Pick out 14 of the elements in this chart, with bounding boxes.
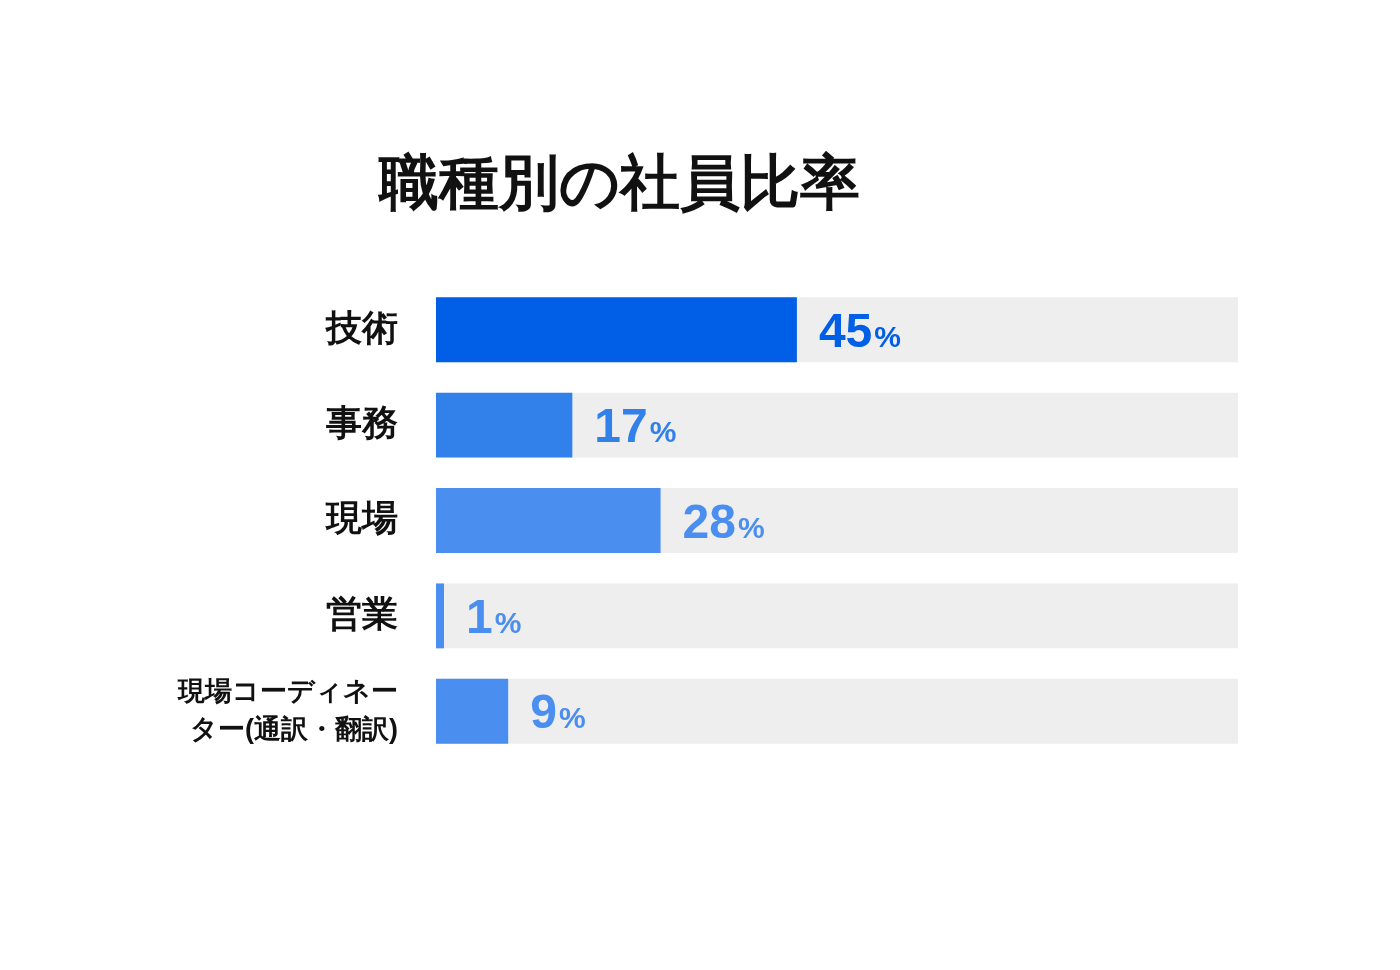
bar <box>436 583 445 649</box>
y-tick-label: 現場 <box>325 497 398 539</box>
y-tick-label: 技術 <box>324 306 398 348</box>
bar <box>436 678 509 744</box>
y-tick-label: 事務 <box>325 402 398 444</box>
data-label: 9% <box>530 685 586 739</box>
y-tick-label: 営業 <box>326 592 398 634</box>
bar <box>436 392 573 458</box>
data-label: 45% <box>818 303 901 357</box>
data-label: 1% <box>466 589 522 643</box>
chart-title: 職種別の社員比率 <box>376 148 860 216</box>
data-label: 17% <box>594 399 677 453</box>
y-tick-label: 現場コーディネーター(通訳・翻訳) <box>177 675 398 744</box>
data-label: 28% <box>682 494 765 548</box>
